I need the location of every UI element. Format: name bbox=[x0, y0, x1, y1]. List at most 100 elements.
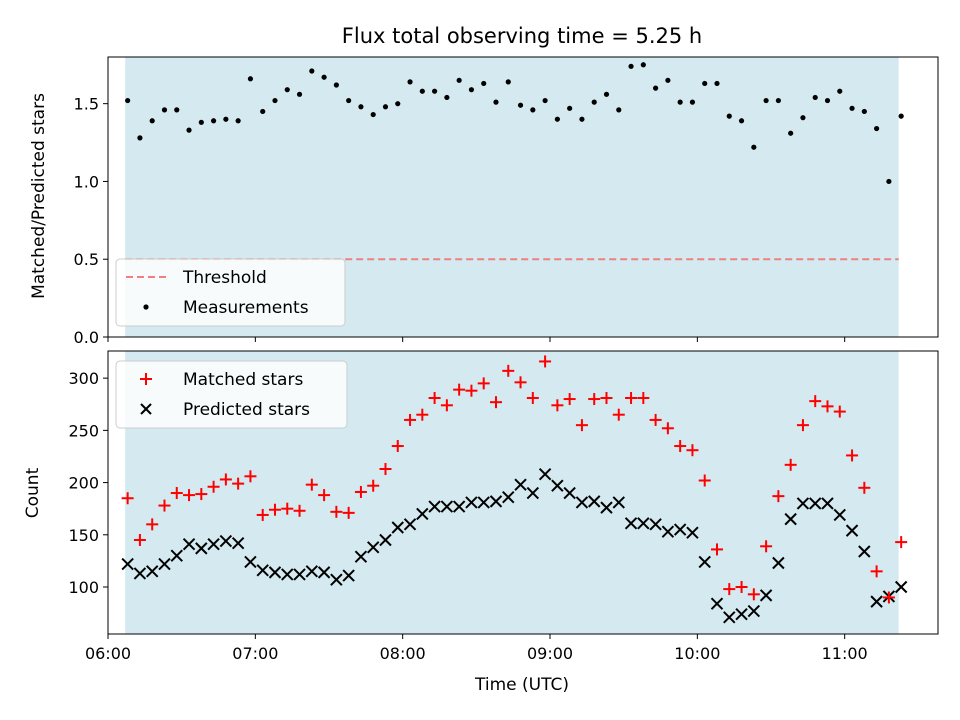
matched-star-point bbox=[625, 391, 638, 404]
measurement-point bbox=[444, 94, 450, 101]
measurement-point bbox=[370, 111, 376, 118]
measurement-point bbox=[554, 116, 560, 122]
matched-star-point bbox=[170, 487, 183, 500]
measurement-point bbox=[235, 118, 241, 124]
predicted-star-point bbox=[195, 542, 208, 555]
measurement-point bbox=[284, 87, 290, 93]
matched-star-point bbox=[268, 503, 281, 516]
predicted-star-point bbox=[293, 568, 306, 581]
predicted-star-point bbox=[551, 479, 564, 492]
bottom-x-tick-label: 06:00 bbox=[85, 644, 131, 663]
bottom-y-axis-label: Count bbox=[23, 467, 43, 518]
matched-star-point bbox=[637, 391, 650, 404]
matched-star-point bbox=[158, 499, 171, 512]
predicted-star-point bbox=[403, 518, 417, 531]
predicted-star-point bbox=[281, 568, 294, 581]
measurement-point bbox=[272, 97, 278, 104]
top-y-axis-label: Matched/Predicted stars bbox=[29, 93, 49, 299]
predicted-star-point bbox=[514, 478, 527, 491]
matched-star-point bbox=[281, 502, 294, 515]
matched-star-point bbox=[256, 508, 269, 521]
top-axes-frame bbox=[107, 56, 939, 338]
measurement-point bbox=[579, 116, 585, 122]
predicted-star-point bbox=[428, 500, 441, 513]
matched-star-point bbox=[318, 489, 331, 502]
measurement-point bbox=[346, 97, 352, 104]
predicted-star-point bbox=[870, 595, 883, 608]
measurement-point bbox=[382, 104, 389, 110]
measurement-point bbox=[125, 97, 131, 104]
measurement-point bbox=[309, 68, 315, 74]
bottom-y-tick-label: 200 bbox=[68, 474, 99, 493]
predicted-star-point bbox=[649, 518, 662, 531]
measurement-point bbox=[260, 108, 266, 115]
legend-top-frame bbox=[115, 258, 346, 327]
predicted-star-point bbox=[158, 557, 171, 571]
matched-star-point bbox=[465, 384, 478, 397]
predicted-star-point bbox=[526, 486, 540, 500]
predicted-star-point bbox=[710, 597, 724, 610]
predicted-star-point bbox=[686, 526, 699, 539]
measurement-point bbox=[763, 97, 769, 104]
legend-measurements-swatch bbox=[143, 304, 149, 310]
predicted-star-point bbox=[600, 501, 613, 514]
predicted-star-point bbox=[207, 537, 220, 551]
predicted-star-point bbox=[796, 497, 810, 510]
predicted-star-point bbox=[465, 496, 478, 509]
predicted-star-point bbox=[759, 589, 773, 602]
measurement-point bbox=[702, 80, 708, 87]
matched-star-point bbox=[760, 540, 773, 553]
matched-star-point bbox=[870, 565, 883, 578]
measurement-point bbox=[456, 77, 462, 83]
predicted-star-point bbox=[342, 569, 355, 582]
predicted-star-point bbox=[231, 536, 245, 550]
bottom-x-tick-label: 09:00 bbox=[527, 644, 573, 663]
legend-matched-label: Matched stars bbox=[183, 370, 303, 390]
matched-star-point bbox=[354, 485, 367, 498]
measurement-point bbox=[517, 102, 524, 108]
measurement-point bbox=[493, 99, 499, 105]
matched-star-point bbox=[330, 505, 343, 518]
legend-bottom: Matched stars Predicted stars bbox=[115, 360, 348, 429]
measurement-point bbox=[751, 144, 757, 150]
predicted-star-point bbox=[809, 497, 822, 510]
measurement-point bbox=[198, 119, 204, 125]
predicted-star-point bbox=[440, 500, 454, 513]
matched-star-point bbox=[416, 408, 429, 421]
matched-star-point bbox=[698, 474, 711, 487]
predicted-star-point bbox=[563, 486, 576, 500]
legend-threshold-label: Threshold bbox=[182, 268, 267, 288]
measurement-point bbox=[628, 63, 634, 69]
measurement-point bbox=[530, 107, 536, 113]
predicted-star-point bbox=[354, 550, 368, 563]
predicted-star-point bbox=[588, 495, 601, 508]
matched-star-point bbox=[563, 393, 576, 406]
measurement-point bbox=[616, 107, 622, 113]
measurement-point bbox=[567, 105, 573, 111]
measurement-point bbox=[898, 113, 904, 119]
bottom-y-tick-label: 250 bbox=[68, 421, 99, 440]
matched-star-point bbox=[686, 444, 699, 457]
measurement-point bbox=[407, 79, 413, 85]
measurement-point bbox=[186, 127, 192, 133]
matched-star-point bbox=[440, 399, 453, 412]
matched-star-point bbox=[526, 391, 539, 404]
measurement-point bbox=[223, 116, 229, 122]
bottom-x-tick-label: 08:00 bbox=[380, 644, 426, 663]
predicted-star-point bbox=[502, 490, 515, 504]
measurement-point bbox=[481, 80, 487, 87]
top-y-tick-label: 0.0 bbox=[74, 328, 99, 347]
predicted-star-point bbox=[624, 517, 638, 530]
predicted-star-point bbox=[538, 468, 552, 481]
measurement-point bbox=[677, 99, 683, 105]
matched-star-point bbox=[649, 413, 662, 426]
measurement-point bbox=[800, 115, 806, 121]
matched-star-point bbox=[723, 583, 736, 596]
matched-star-point bbox=[207, 480, 220, 493]
matched-star-point bbox=[821, 400, 834, 413]
predicted-star-point bbox=[366, 541, 380, 554]
top-y-tick-label: 1.0 bbox=[74, 172, 99, 191]
matched-star-point bbox=[502, 364, 515, 377]
matched-star-point bbox=[833, 405, 846, 418]
predicted-star-point bbox=[723, 611, 736, 624]
